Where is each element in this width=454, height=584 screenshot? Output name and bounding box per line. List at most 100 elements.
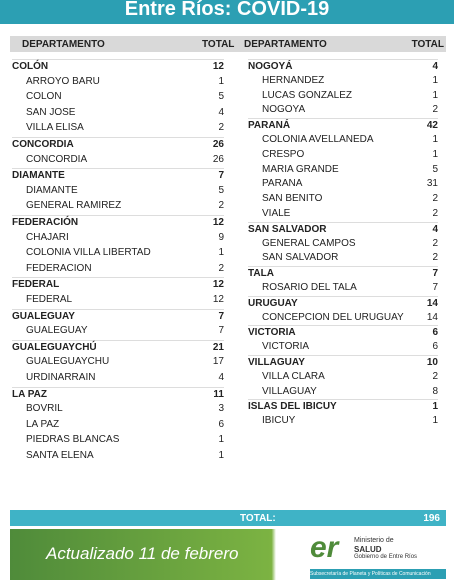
- locality-row: LA PAZ 6: [12, 418, 224, 432]
- locality-total: 31: [426, 178, 438, 190]
- org-line: Ministerio de: [354, 537, 394, 544]
- locality-name: GUALEGUAYCHU: [26, 356, 110, 368]
- locality-name: SAN SALVADOR: [262, 252, 339, 264]
- department-row: FEDERAL 12: [12, 277, 224, 292]
- locality-total: 3: [218, 403, 224, 415]
- locality-total: 2: [218, 122, 224, 134]
- subsecretaria: Subsecretaría de Planeta y Políticas de …: [310, 569, 446, 579]
- locality-total: 4: [218, 106, 224, 118]
- department-row: TALA 7: [248, 266, 438, 281]
- department-name: SAN SALVADOR: [248, 223, 327, 235]
- locality-name: CONCEPCION DEL URUGUAY: [262, 311, 404, 323]
- locality-total: 2: [218, 200, 224, 212]
- department-total: 7: [432, 268, 438, 280]
- department-total: 21: [212, 341, 224, 353]
- department-total: 7: [218, 170, 224, 182]
- locality-total: 1: [432, 74, 438, 86]
- table-header: DEPARTAMENTO TOTAL DEPARTAMENTO TOTAL: [10, 36, 446, 52]
- locality-row: SAN JOSE 4: [12, 106, 224, 120]
- locality-total: 5: [218, 184, 224, 196]
- locality-total: 7: [218, 325, 224, 337]
- locality-row: IBICUY 1: [248, 414, 438, 428]
- locality-row: URDINARRAIN 4: [12, 371, 224, 385]
- locality-row: VIALE 2: [248, 207, 438, 221]
- locality-name: GENERAL CAMPOS: [262, 237, 356, 249]
- locality-name: VILLAGUAY: [262, 385, 317, 397]
- locality-row: MARIA GRANDE 5: [248, 163, 438, 177]
- department-total: 4: [432, 223, 438, 235]
- department-row: COLÓN 12: [12, 59, 224, 74]
- department-total: 12: [212, 61, 224, 72]
- locality-name: CHAJARI: [26, 231, 69, 243]
- department-row: URUGUAY 14: [248, 295, 438, 311]
- locality-row: ROSARIO DEL TALA 7: [248, 281, 438, 295]
- locality-total: 2: [432, 104, 438, 116]
- logo-mark: er: [310, 531, 339, 564]
- locality-row: CONCORDIA 26: [12, 153, 224, 167]
- locality-row: VILLAGUAY 8: [248, 385, 438, 399]
- locality-name: COLON: [26, 91, 62, 103]
- locality-name: SAN JOSE: [26, 106, 76, 118]
- locality-total: 1: [432, 415, 438, 427]
- department-row: SAN SALVADOR 4: [248, 221, 438, 237]
- locality-total: 2: [218, 262, 224, 274]
- department-name: VICTORIA: [248, 327, 296, 339]
- locality-name: PIEDRAS BLANCAS: [26, 434, 120, 446]
- department-row: VILLAGUAY 10: [248, 355, 438, 370]
- department-total: 4: [432, 61, 438, 72]
- locality-total: 2: [432, 208, 438, 219]
- department-row: CONCORDIA 26: [12, 137, 224, 152]
- locality-row: COLON 5: [12, 90, 224, 104]
- locality-total: 1: [432, 148, 438, 160]
- locality-name: URDINARRAIN: [26, 372, 96, 383]
- locality-name: GUALEGUAY: [26, 325, 88, 337]
- department-row: DIAMANTE 7: [12, 168, 224, 183]
- locality-total: 17: [212, 356, 224, 368]
- department-total: 10: [426, 357, 438, 368]
- title: Entre Ríos: COVID-19: [0, 0, 454, 24]
- locality-row: CHAJARI 9: [12, 231, 224, 245]
- locality-name: FEDERACION: [26, 262, 92, 274]
- locality-row: CRESPO 1: [248, 148, 438, 162]
- locality-row: GUALEGUAY 7: [12, 324, 224, 338]
- locality-row: COLONIA AVELLANEDA 1: [248, 133, 438, 147]
- total-row: TOTAL: 196: [10, 510, 446, 526]
- locality-row: HERNANDEZ 1: [248, 74, 438, 88]
- locality-name: ROSARIO DEL TALA: [262, 282, 357, 293]
- locality-total: 1: [218, 434, 224, 446]
- locality-name: GENERAL RAMIREZ: [26, 200, 122, 212]
- locality-row: GUALEGUAYCHU 17: [12, 355, 224, 369]
- locality-name: SANTA ELENA: [26, 450, 94, 461]
- locality-total: 2: [432, 193, 438, 205]
- locality-name: VIALE: [262, 208, 291, 219]
- department-row: ISLAS DEL IBICUY 1: [248, 399, 438, 414]
- locality-total: 1: [218, 450, 224, 461]
- department-name: DIAMANTE: [12, 170, 65, 182]
- locality-row: GENERAL CAMPOS 2: [248, 237, 438, 251]
- locality-name: ARROYO BARU: [26, 75, 100, 87]
- locality-row: SANTA ELENA 1: [12, 449, 224, 463]
- column-header: DEPARTAMENTO: [244, 39, 327, 50]
- locality-name: LA PAZ: [26, 418, 60, 430]
- department-total: 12: [212, 279, 224, 291]
- locality-name: SAN BENITO: [262, 193, 323, 205]
- department-name: TALA: [248, 268, 274, 280]
- locality-name: COLONIA AVELLANEDA: [262, 134, 374, 145]
- locality-row: SAN SALVADOR 2: [248, 251, 438, 265]
- locality-name: HERNANDEZ: [262, 74, 325, 86]
- department-row: FEDERACIÓN 12: [12, 215, 224, 230]
- locality-total: 4: [218, 372, 224, 383]
- locality-total: 1: [218, 75, 224, 87]
- department-total: 6: [432, 327, 438, 339]
- department-total: 42: [426, 120, 438, 132]
- locality-row: FEDERAL 12: [12, 293, 224, 307]
- locality-name: CONCORDIA: [26, 153, 88, 165]
- department-total: 14: [426, 297, 438, 309]
- department-row: GUALEGUAY 7: [12, 308, 224, 324]
- department-name: LA PAZ: [12, 388, 47, 400]
- locality-name: BOVRIL: [26, 403, 63, 415]
- locality-name: DIAMANTE: [26, 184, 78, 196]
- locality-total: 5: [218, 91, 224, 103]
- locality-total: 7: [432, 282, 438, 293]
- total-value: 196: [423, 513, 440, 524]
